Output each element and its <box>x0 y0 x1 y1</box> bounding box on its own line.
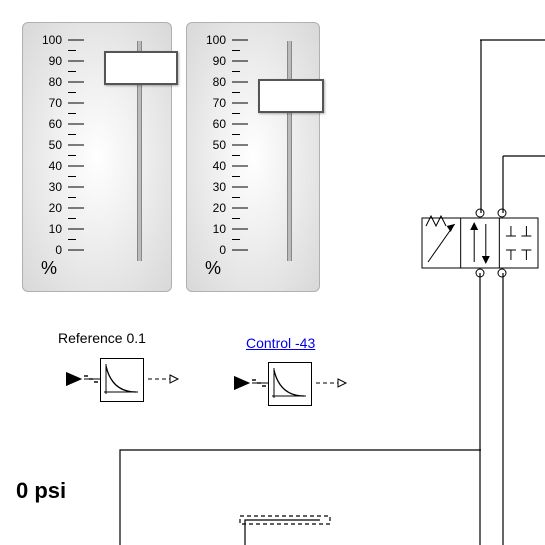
reference-block[interactable] <box>100 358 144 402</box>
control-link[interactable]: Control -43 <box>246 335 315 351</box>
gauge-panel-left: % <box>22 22 172 292</box>
reference-label: Reference 0.1 <box>58 330 146 346</box>
control-block[interactable] <box>268 362 312 406</box>
slider-track[interactable] <box>287 41 292 261</box>
gauge-panel-right: % <box>186 22 320 292</box>
unit-label: % <box>205 258 221 279</box>
pressure-readout: 0 psi <box>16 478 66 504</box>
slider-handle[interactable] <box>258 79 324 113</box>
slider-handle[interactable] <box>104 51 178 85</box>
unit-label: % <box>41 258 57 279</box>
